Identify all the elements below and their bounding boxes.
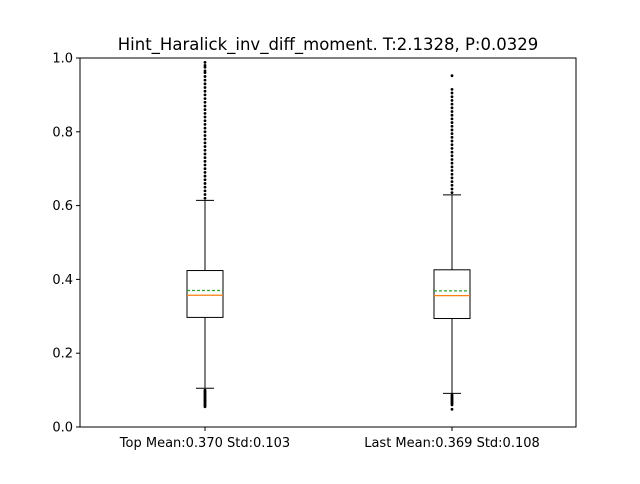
outlier-point: [203, 170, 207, 174]
outlier-point: [450, 117, 454, 121]
iqr-box: [433, 269, 471, 320]
outlier-point: [450, 407, 454, 411]
outlier-point: [203, 115, 207, 119]
outlier-point: [450, 147, 454, 150]
plot-area: 0.0 0.2 0.4 0.6 0.8 1.0 Top Mean:0.370 Std:0.1…: [52, 52, 539, 452]
outlier-point: [450, 161, 454, 165]
outlier-point: [450, 150, 454, 154]
outlier-point: [450, 393, 454, 397]
chart-title: Hint_Haralick_inv_diff_moment. T:2.1328,…: [118, 35, 538, 55]
outlier-point: [203, 63, 207, 67]
outlier-point: [203, 185, 207, 189]
outlier-point: [203, 75, 207, 78]
outlier-point: [203, 174, 207, 178]
outlier-point: [450, 139, 454, 143]
outlier-point: [450, 110, 454, 113]
outlier-point: [450, 187, 454, 191]
x-tick-label: Top Mean:0.370 Std:0.103: [119, 436, 290, 451]
outlier-point: [450, 172, 454, 176]
outlier-point: [450, 124, 454, 128]
outlier-point: [450, 169, 454, 172]
outlier-point: [203, 100, 207, 104]
outlier-point: [450, 158, 454, 161]
outlier-point: [450, 183, 454, 187]
outlier-point: [450, 113, 454, 117]
outlier-point: [203, 388, 207, 392]
outlier-point: [450, 143, 454, 147]
outlier-point: [203, 178, 207, 182]
outlier-point: [203, 156, 207, 160]
outlier-point: [450, 99, 454, 102]
outlier-point: [203, 104, 207, 108]
outlier-point: [203, 69, 207, 73]
y-tick-label: 1.0: [52, 52, 73, 67]
outlier-point: [203, 193, 207, 196]
y-tick-label: 0.2: [52, 347, 73, 362]
outlier-point: [203, 93, 207, 97]
outlier-point: [203, 61, 207, 64]
outlier-point: [203, 108, 207, 112]
outlier-point: [450, 95, 454, 99]
outlier-point: [450, 91, 454, 95]
outlier-point: [203, 182, 207, 185]
outlier-point: [203, 78, 207, 82]
outlier-point: [450, 106, 454, 110]
outlier-point: [203, 126, 207, 130]
outlier-point: [203, 130, 207, 134]
outlier-point: [203, 137, 207, 141]
y-tick-label: 0.8: [52, 125, 73, 140]
outlier-point: [203, 145, 207, 148]
outlier-point: [450, 121, 454, 124]
outlier-point: [203, 152, 207, 156]
y-tick-label: 0.0: [52, 421, 73, 436]
outlier-point: [203, 163, 207, 167]
y-tick-label: 0.4: [52, 273, 73, 288]
outlier-point: [450, 102, 454, 106]
outlier-point: [450, 132, 454, 136]
outlier-point: [450, 74, 454, 78]
iqr-box: [186, 270, 224, 318]
outlier-point: [450, 87, 454, 91]
outlier-point: [450, 154, 454, 158]
outlier-point: [203, 89, 207, 93]
outlier-point: [203, 123, 207, 126]
x-tick-label: Last Mean:0.369 Std:0.108: [364, 436, 540, 451]
outlier-point: [450, 165, 454, 169]
outlier-point: [450, 176, 454, 180]
outlier-point: [203, 148, 207, 152]
outlier-point: [203, 167, 207, 171]
outlier-point: [203, 82, 207, 86]
outlier-point: [203, 196, 207, 200]
outlier-point: [450, 128, 454, 132]
axes-frame: [79, 57, 577, 428]
outlier-point: [203, 86, 207, 89]
y-tick-label: 0.6: [52, 199, 73, 214]
outlier-point: [203, 189, 207, 193]
outlier-point: [450, 191, 454, 195]
outlier-point: [203, 97, 207, 100]
outlier-point: [203, 134, 207, 137]
outlier-point: [203, 141, 207, 145]
outlier-point: [203, 159, 207, 163]
outlier-point: [203, 111, 207, 115]
outlier-point: [450, 135, 454, 139]
outlier-point: [203, 119, 207, 123]
outlier-point: [450, 180, 454, 184]
